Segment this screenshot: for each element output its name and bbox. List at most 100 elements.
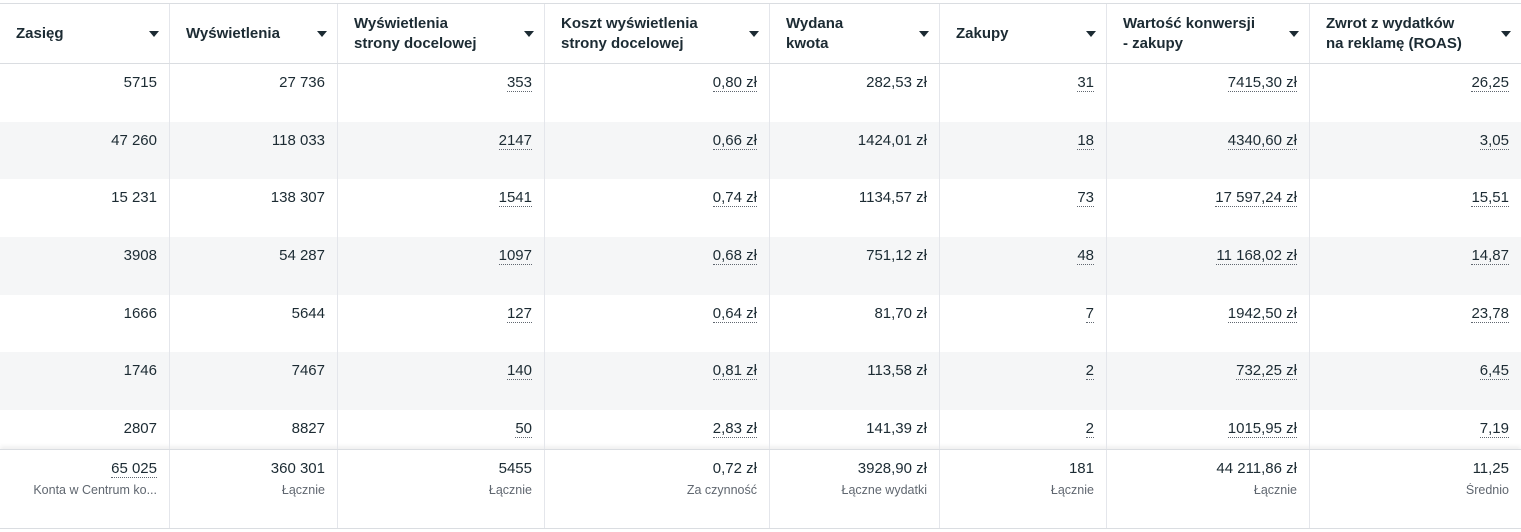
table-row: 3908 54 287 1097 0,68 zł 751,12 zł 48 11 168,0…: [0, 237, 1521, 295]
cell-value[interactable]: 7415,30 zł: [1227, 74, 1297, 92]
cell-value[interactable]: 7: [1085, 304, 1094, 323]
cell-value[interactable]: 140: [506, 362, 532, 381]
table-cell: 0,64 zł: [545, 294, 770, 353]
table-cell: 127: [338, 294, 545, 353]
cell-value[interactable]: 0,81 zł: [712, 362, 757, 381]
column-header[interactable]: Zasięg: [0, 4, 170, 63]
table-cell: 118 033: [170, 121, 338, 180]
column-header[interactable]: Zwrot z wydatków na reklamę (ROAS): [1310, 4, 1521, 63]
cell-value: 15 231: [111, 189, 157, 207]
cell-value[interactable]: 6,45: [1479, 362, 1509, 381]
table-row: 1746 7467 140 0,81 zł 113,58 zł 2 732,25 zł 6,4…: [0, 352, 1521, 411]
column-header-label: Wartość konwersji - zakupy: [1123, 14, 1255, 52]
column-header[interactable]: Wartość konwersji - zakupy: [1107, 4, 1310, 63]
table-cell: 47 260: [0, 121, 170, 180]
cell-value[interactable]: 48: [1077, 247, 1094, 266]
total-cell: 360 301 Łącznie: [170, 450, 338, 528]
cell-value[interactable]: 2,83 zł: [712, 420, 757, 439]
cell-value[interactable]: 1942,50 zł: [1227, 304, 1297, 323]
sort-dropdown-icon[interactable]: [919, 30, 929, 37]
cell-value[interactable]: 2147: [498, 131, 532, 150]
table-cell: 732,25 zł: [1107, 352, 1310, 411]
cell-value: 1424,01 zł: [857, 131, 927, 149]
cell-value: 3908: [123, 247, 157, 265]
total-value[interactable]: 65 025: [111, 460, 157, 478]
column-header[interactable]: Wydana kwota: [770, 4, 940, 63]
cell-value[interactable]: 1541: [498, 189, 532, 208]
cell-value: 141,39 zł: [866, 420, 927, 438]
cell-value[interactable]: 0,64 zł: [712, 304, 757, 323]
table-row: 5715 27 736 353 0,80 zł 282,53 zł 31 7415,30 z…: [0, 64, 1521, 122]
cell-value[interactable]: 0,80 zł: [712, 74, 757, 92]
total-cell: 11,25 Średnio: [1310, 450, 1521, 528]
table-cell: 0,80 zł: [545, 64, 770, 122]
cell-value[interactable]: 14,87: [1471, 247, 1509, 266]
cell-value: 7467: [291, 362, 325, 380]
table-cell: 1541: [338, 179, 545, 238]
table-totals: 65 025 Konta w Centrum ko... 360 301 Łączni…: [0, 449, 1521, 529]
total-value: 5455: [498, 460, 532, 477]
cell-value[interactable]: 1097: [498, 247, 532, 266]
sort-dropdown-icon[interactable]: [749, 30, 759, 37]
cell-value[interactable]: 26,25: [1471, 74, 1509, 92]
cell-value[interactable]: 18: [1077, 131, 1094, 150]
cell-value[interactable]: 31: [1077, 74, 1094, 92]
cell-value[interactable]: 3,05: [1479, 131, 1509, 150]
total-label: Łącznie: [488, 483, 532, 497]
table-cell: 0,68 zł: [545, 237, 770, 295]
table-cell: 1134,57 zł: [770, 179, 940, 238]
cell-value[interactable]: 73: [1077, 189, 1094, 208]
column-header-label: Zasięg: [16, 24, 64, 42]
table-cell: 31: [940, 64, 1107, 122]
table-cell: 7467: [170, 352, 338, 411]
sort-dropdown-icon[interactable]: [149, 30, 159, 37]
cell-value[interactable]: 0,74 zł: [712, 189, 757, 208]
cell-value[interactable]: 353: [506, 74, 532, 92]
sort-dropdown-icon[interactable]: [524, 30, 534, 37]
cell-value: 138 307: [270, 189, 325, 207]
cell-value: 54 287: [279, 247, 325, 265]
sort-dropdown-icon[interactable]: [1086, 30, 1096, 37]
sort-dropdown-icon[interactable]: [1501, 30, 1511, 37]
total-label: Łącznie: [281, 483, 325, 497]
cell-value[interactable]: 1015,95 zł: [1227, 420, 1297, 439]
table-cell: 26,25: [1310, 64, 1521, 122]
cell-value[interactable]: 2: [1085, 420, 1094, 439]
cell-value[interactable]: 17 597,24 zł: [1215, 189, 1297, 208]
column-header[interactable]: Wyświetlenia: [170, 4, 338, 63]
cell-value[interactable]: 732,25 zł: [1236, 362, 1297, 381]
table-cell: 4340,60 zł: [1107, 121, 1310, 180]
column-header-label: Zakupy: [956, 24, 1009, 42]
column-header[interactable]: Zakupy: [940, 4, 1107, 63]
column-header-label: Zwrot z wydatków na reklamę (ROAS): [1326, 14, 1462, 52]
cell-value[interactable]: 0,68 zł: [712, 247, 757, 266]
column-header[interactable]: Wyświetlenia strony docelowej: [338, 4, 545, 63]
table-cell: 2807: [0, 410, 170, 449]
table-cell: 6,45: [1310, 352, 1521, 410]
cell-value[interactable]: 50: [515, 420, 532, 439]
table-cell: 8827: [170, 410, 338, 449]
table-cell: 14,87: [1310, 237, 1521, 295]
table-row: 1666 5644 127 0,64 zł 81,70 zł 7 1942,50 zł 23,…: [0, 294, 1521, 353]
total-label: Łącznie: [1050, 483, 1094, 497]
cell-value[interactable]: 7,19: [1479, 420, 1509, 439]
total-value: 3928,90 zł: [857, 460, 927, 477]
sort-dropdown-icon[interactable]: [317, 30, 327, 37]
cell-value[interactable]: 127: [506, 304, 532, 323]
cell-value[interactable]: 23,78: [1471, 304, 1509, 323]
total-label: Łącznie: [1253, 483, 1297, 497]
table-row: 2807 8827 50 2,83 zł 141,39 zł 2 1015,95 zł 7,1…: [0, 410, 1521, 449]
cell-value[interactable]: 11 168,02 zł: [1216, 247, 1297, 266]
cell-value[interactable]: 2: [1085, 362, 1094, 381]
cell-value[interactable]: 0,66 zł: [712, 131, 757, 150]
cell-value[interactable]: 4340,60 zł: [1227, 131, 1297, 150]
table-cell: 2,83 zł: [545, 410, 770, 449]
table-cell: 1666: [0, 294, 170, 353]
column-header[interactable]: Koszt wyświetlenia strony docelowej: [545, 4, 770, 63]
cell-value[interactable]: 15,51: [1471, 189, 1509, 208]
sort-dropdown-icon[interactable]: [1289, 30, 1299, 37]
cell-value: 1134,57 zł: [858, 189, 927, 207]
table-header: Zasięg Wyświetlenia Wyświetlenia strony do…: [0, 4, 1521, 64]
cell-value: 81,70 zł: [874, 304, 927, 322]
table-cell: 48: [940, 237, 1107, 295]
